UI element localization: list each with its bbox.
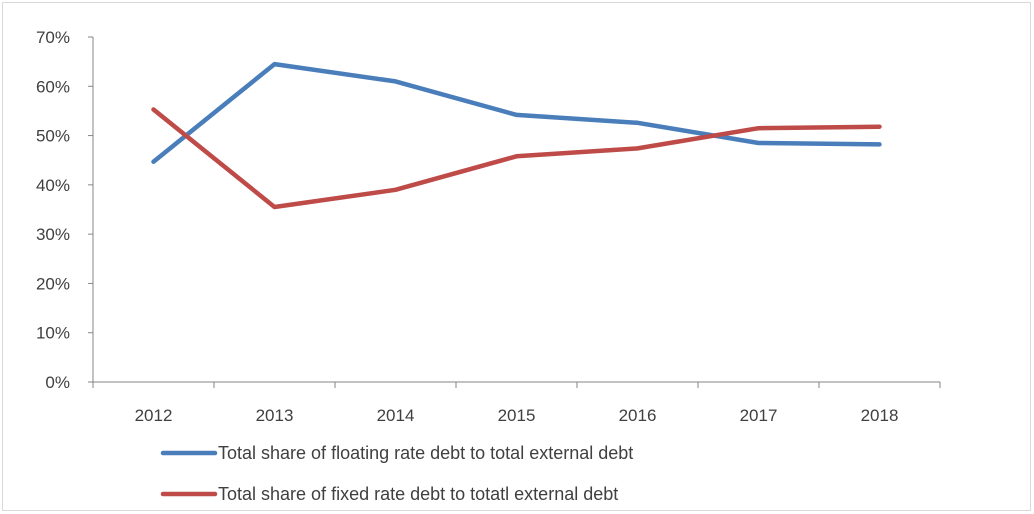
series-line-2 [151,107,882,210]
x-tick-label: 2016 [619,406,657,425]
x-tick-label: 2012 [135,406,173,425]
legend-label-2: Total share of fixed rate debt to totatl… [218,484,618,504]
y-tick-label: 0% [45,373,70,392]
y-tick-label: 20% [36,274,70,293]
y-tick-label: 10% [36,324,70,343]
y-tick-label: 40% [36,176,70,195]
series-lines [151,61,882,210]
series-line-1 [151,61,882,164]
legend-label-1: Total share of floating rate debt to tot… [218,443,633,463]
x-tick-label: 2018 [861,406,899,425]
y-tick-label: 30% [36,225,70,244]
legend: Total share of floating rate debt to tot… [160,443,633,504]
y-tick-label: 50% [36,127,70,146]
x-tick-label: 2015 [498,406,536,425]
x-axis: 2012 2013 2014 2015 2016 2017 2018 [92,381,941,425]
y-tick-label: 70% [36,28,70,47]
x-tick-label: 2013 [256,406,294,425]
x-tick-label: 2014 [377,406,415,425]
x-tick-label: 2017 [740,406,778,425]
y-tick-label: 60% [36,77,70,96]
y-axis: 0% 10% 20% 30% 40% 50% 60% 70% [36,28,94,392]
